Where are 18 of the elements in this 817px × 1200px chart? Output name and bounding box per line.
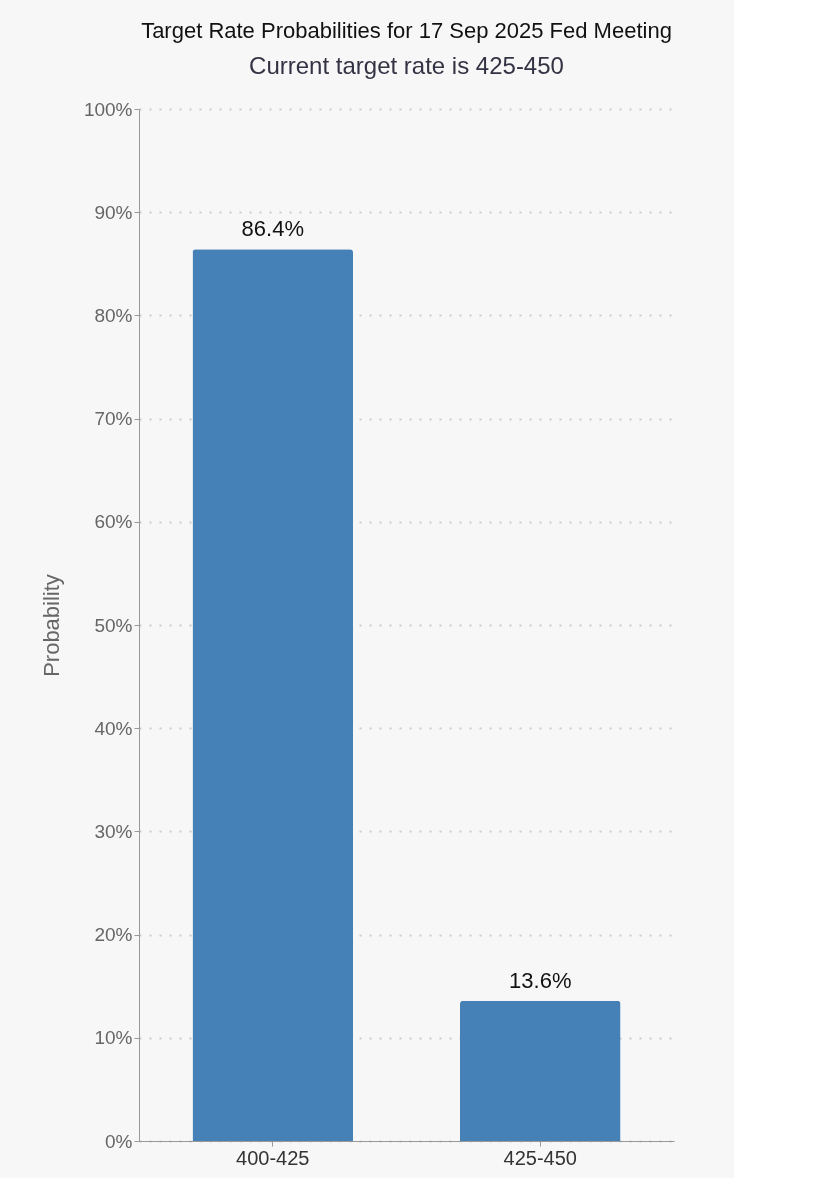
chart-subtitle: Current target rate is 425-450 <box>249 52 564 79</box>
y-tick-label: 80% <box>94 304 133 326</box>
y-tick-label: 10% <box>94 1027 133 1049</box>
y-tick-label: 60% <box>94 511 133 533</box>
chart-title: Target Rate Probabilities for 17 Sep 2025 Fed Meeting <box>141 18 672 43</box>
data-label: 13.6% <box>509 967 572 993</box>
y-tick-label: 90% <box>94 201 133 223</box>
y-axis-title: Probability <box>38 574 64 677</box>
y-tick-label: 100% <box>83 98 133 120</box>
y-tick-label: 30% <box>94 820 133 842</box>
x-tick-label: 400-425 <box>236 1146 310 1169</box>
y-tick-label: 20% <box>94 924 133 946</box>
y-tick-label: 0% <box>105 1130 133 1152</box>
y-tick-label: 50% <box>94 614 133 636</box>
y-tick-label: 70% <box>94 408 133 430</box>
x-tick-label: 425-450 <box>503 1146 577 1169</box>
y-tick-label: 40% <box>94 717 133 739</box>
data-label: 86.4% <box>241 216 304 242</box>
